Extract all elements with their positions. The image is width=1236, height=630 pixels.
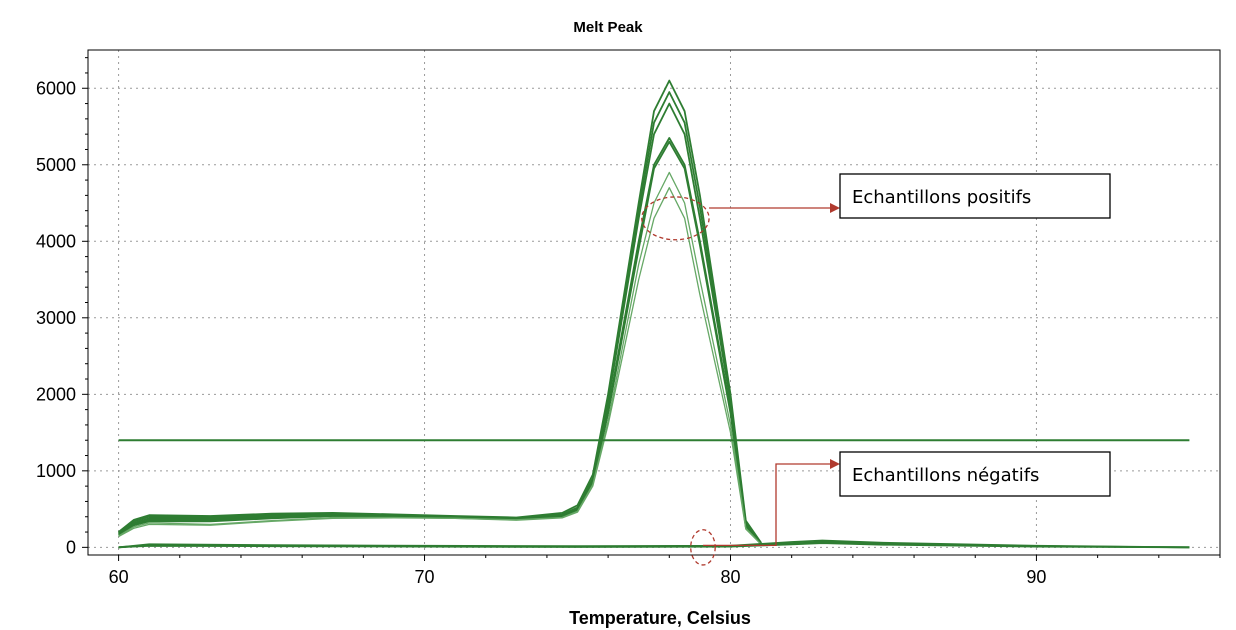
y-tick-label: 4000 — [36, 231, 76, 251]
y-tick-label: 1000 — [36, 461, 76, 481]
y-tick-label: 5000 — [36, 155, 76, 175]
callout-label-negative: Echantillons négatifs — [852, 465, 1039, 486]
callout-label-positive: Echantillons positifs — [852, 187, 1031, 208]
x-tick-label: 90 — [1026, 567, 1046, 587]
chart-title: Melt Peak — [573, 19, 643, 36]
x-tick-label: 60 — [109, 567, 129, 587]
x-tick-label: 80 — [720, 567, 740, 587]
x-axis-label: Temperature, Celsius — [569, 608, 751, 628]
x-tick-label: 70 — [415, 567, 435, 587]
y-tick-label: 3000 — [36, 308, 76, 328]
y-tick-label: 6000 — [36, 78, 76, 98]
y-tick-label: 0 — [66, 537, 76, 557]
y-tick-label: 2000 — [36, 384, 76, 404]
